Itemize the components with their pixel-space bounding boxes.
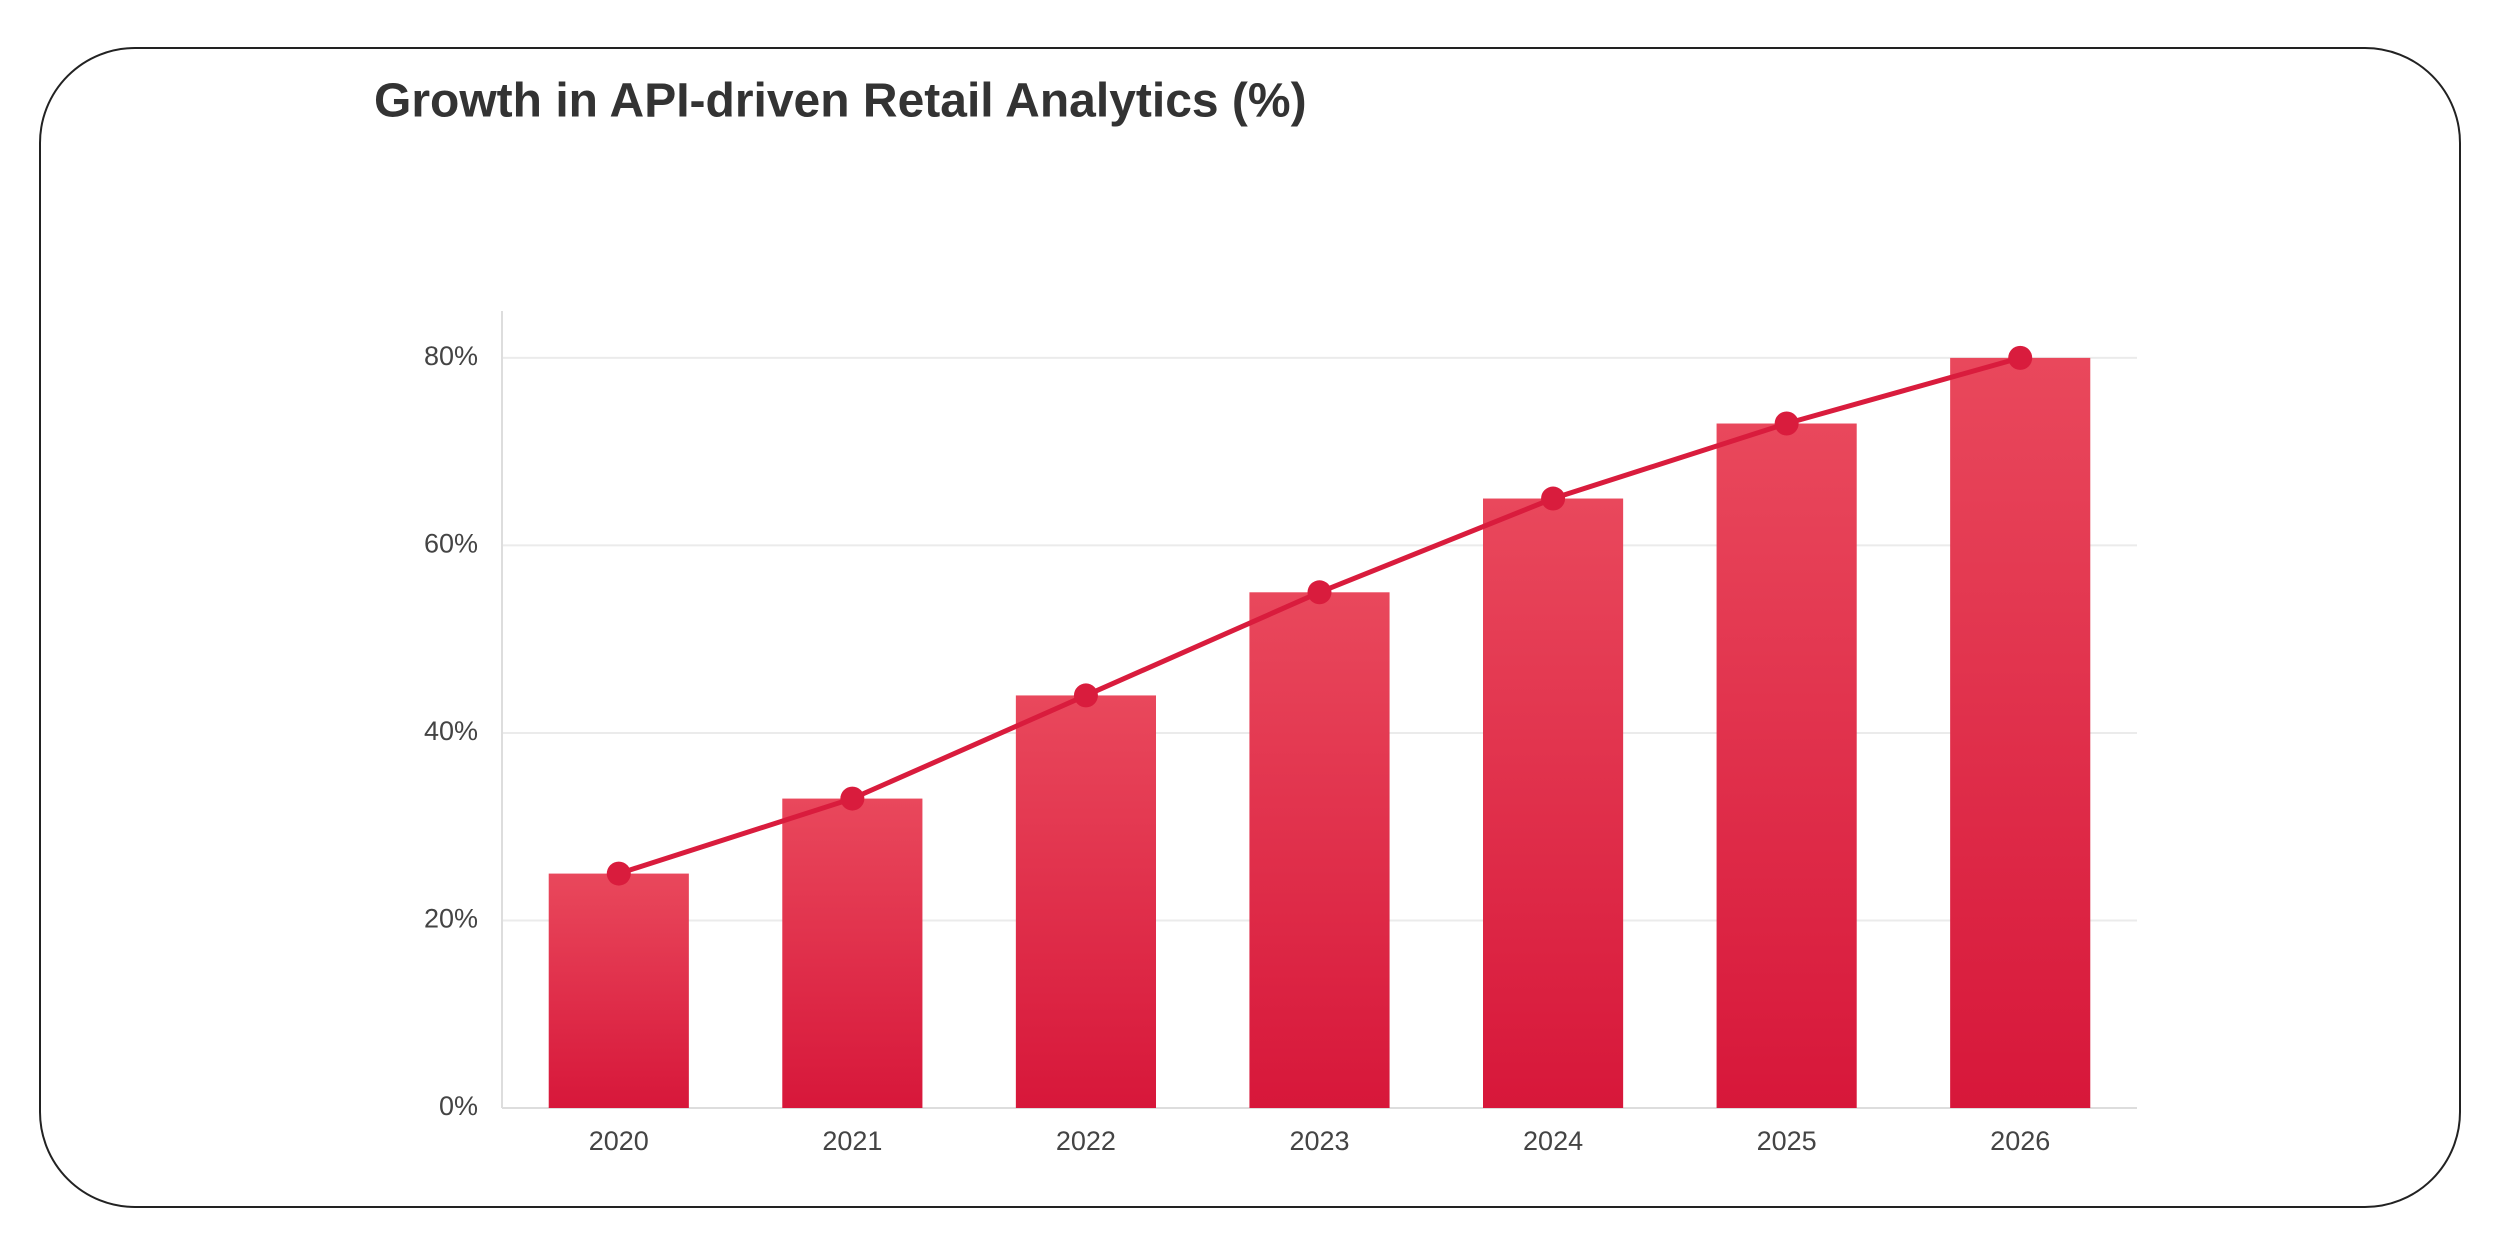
line-point [1307, 580, 1332, 605]
bar [782, 798, 923, 1108]
x-tick-label: 2024 [1523, 1126, 1583, 1156]
bar [1716, 423, 1857, 1108]
y-tick-label: 80% [424, 341, 478, 371]
x-tick-label: 2025 [1757, 1126, 1817, 1156]
y-tick-label: 20% [424, 904, 478, 934]
x-tick-label: 2020 [589, 1126, 649, 1156]
line-point [606, 861, 631, 886]
bar [1950, 357, 2091, 1109]
bar [1015, 695, 1156, 1108]
y-tick-label: 40% [424, 716, 478, 746]
x-tick-label: 2021 [822, 1126, 882, 1156]
y-tick-label: 60% [424, 529, 478, 559]
bar [548, 873, 689, 1108]
bar [1249, 592, 1390, 1108]
x-tick-label: 2022 [1056, 1126, 1116, 1156]
line-point [1541, 486, 1566, 511]
chart-title: Growth in API-driven Retail Analytics (%… [374, 75, 1307, 128]
line-point [1073, 683, 1098, 708]
line-point [840, 786, 865, 811]
x-tick-label: 2026 [1990, 1126, 2050, 1156]
y-tick-label: 0% [439, 1091, 478, 1121]
line-point [2008, 345, 2033, 370]
bar [1483, 498, 1624, 1108]
x-tick-label: 2023 [1289, 1126, 1349, 1156]
line-point [1774, 411, 1799, 436]
